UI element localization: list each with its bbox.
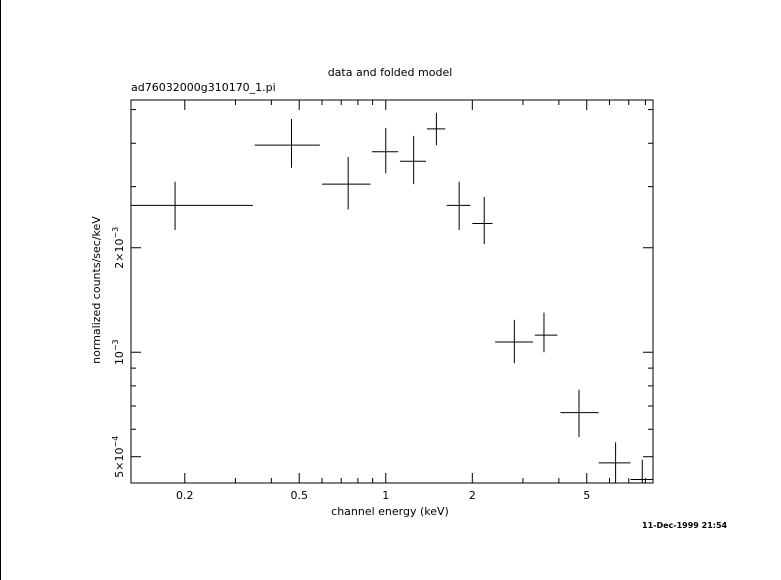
y-tick-label: 2×10−3	[111, 227, 126, 269]
x-tick-label: 0.5	[290, 489, 308, 502]
data-point	[495, 319, 533, 364]
data-point	[399, 135, 426, 185]
data-point	[472, 197, 493, 245]
data-point	[371, 127, 399, 174]
data-point	[321, 157, 371, 210]
timestamp: 11-Dec-1999 21:54	[642, 521, 728, 530]
y-tick-label-text: 10−3	[111, 339, 126, 365]
data-point	[426, 112, 446, 146]
x-tick-labels: 0.2 0.5 1 2 5	[176, 489, 590, 502]
x-tick-label: 2	[469, 489, 476, 502]
data-point	[598, 442, 631, 483]
data-point	[560, 389, 599, 437]
y-tick-labels: 5×10−4 10−3 2×10−3	[111, 227, 126, 478]
data-point	[254, 118, 320, 168]
data-points	[131, 112, 653, 483]
chart-subtitle: ad76032000g310170_1.pi	[131, 81, 276, 94]
data-point	[534, 312, 558, 353]
chart-title: data and folded model	[328, 66, 453, 79]
axis-ticks	[131, 100, 653, 483]
x-axis-label: channel energy (keV)	[331, 505, 449, 518]
y-tick-label: 10−3	[111, 339, 126, 365]
window-left-border	[0, 0, 1, 580]
data-point	[446, 181, 471, 230]
x-tick-label: 1	[382, 489, 389, 502]
y-tick-label: 5×10−4	[111, 436, 126, 478]
data-point	[131, 181, 253, 230]
x-tick-label: 5	[583, 489, 590, 502]
plot-frame	[130, 99, 654, 484]
y-tick-label-text: 2×10−3	[111, 227, 126, 269]
data-point	[630, 459, 653, 483]
y-tick-label-text: 5×10−4	[111, 436, 126, 478]
y-axis-label: normalized counts/sec/keV	[90, 216, 103, 364]
x-tick-label: 0.2	[176, 489, 194, 502]
